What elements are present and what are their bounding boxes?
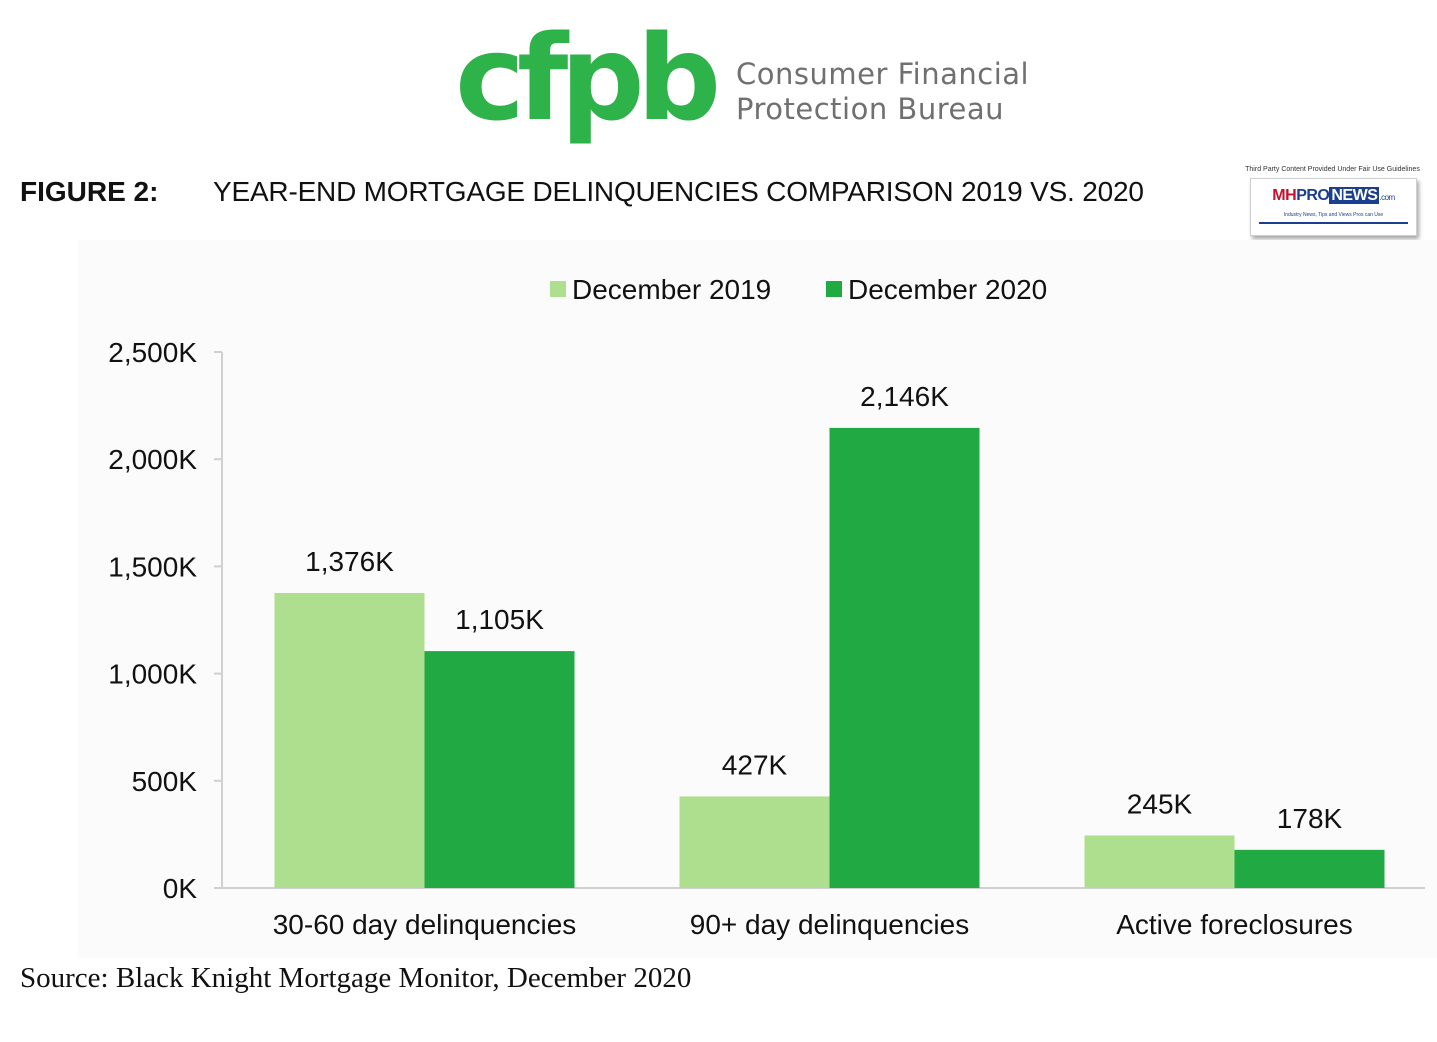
badge-logo: MHPRO NEWS .com	[1251, 187, 1416, 205]
legend-entry: December 2019	[572, 274, 771, 305]
figure-label: FIGURE 2:	[20, 176, 159, 207]
logo-subtitle-line-2: Protection Bureau	[736, 92, 1004, 126]
y-tick-label: 1,500K	[108, 551, 197, 582]
bar	[1084, 835, 1235, 888]
bar-value-label: 245K	[1127, 788, 1193, 819]
bar	[679, 796, 830, 888]
cfpb-logo: cfpb Consumer Financial Protection Burea…	[455, 22, 1055, 157]
x-category-label: 30-60 day delinquencies	[273, 909, 577, 940]
y-tick-label: 2,500K	[108, 337, 197, 368]
badge-rule	[1259, 222, 1408, 224]
badge-note: Third Party Content Provided Under Fair …	[1245, 166, 1420, 173]
badge-box: MHPRO NEWS .com Industry News, Tips and Vi…	[1250, 178, 1417, 236]
badge-tagline: Industry News, Tips and Views Pros can U…	[1283, 212, 1384, 218]
bar-value-label: 427K	[722, 749, 788, 780]
source-note: Source: Black Knight Mortgage Monitor, D…	[20, 962, 692, 994]
cfpb-wordmark-icon: cfpb	[455, 22, 725, 147]
badge-brand-mh: MH	[1272, 187, 1297, 204]
bar-value-label: 1,376K	[305, 546, 394, 577]
legend-entry: December 2020	[848, 274, 1047, 305]
x-category-label: 90+ day delinquencies	[690, 909, 969, 940]
bar	[424, 651, 575, 888]
bar	[274, 592, 425, 888]
bar	[1234, 849, 1385, 888]
figure-title: YEAR-END MORTGAGE DELINQUENCIES COMPARIS…	[213, 176, 1144, 207]
badge-brand-news: NEWS	[1329, 187, 1380, 204]
y-tick-label: 0K	[163, 873, 198, 904]
logo-subtitle-line-1: Consumer Financial	[736, 57, 1030, 91]
y-tick-label: 1,000K	[108, 659, 197, 690]
bar-value-label: 2,146K	[860, 381, 949, 412]
badge-brand-pro: PRO	[1296, 187, 1330, 204]
bar-value-label: 1,105K	[455, 604, 544, 635]
y-tick-label: 2,000K	[108, 444, 197, 475]
mhpronews-badge: Third Party Content Provided Under Fair …	[1240, 166, 1425, 242]
logo-word-text: cfpb	[455, 22, 717, 147]
bar	[829, 427, 980, 888]
logo-subtitle: Consumer Financial Protection Bureau	[736, 57, 1029, 127]
x-category-label: Active foreclosures	[1116, 909, 1353, 940]
y-tick-label: 500K	[132, 766, 198, 797]
legend-swatch	[550, 281, 566, 297]
badge-brand-com: .com	[1379, 193, 1395, 202]
legend-swatch	[826, 281, 842, 297]
bar-value-label: 178K	[1277, 803, 1343, 834]
